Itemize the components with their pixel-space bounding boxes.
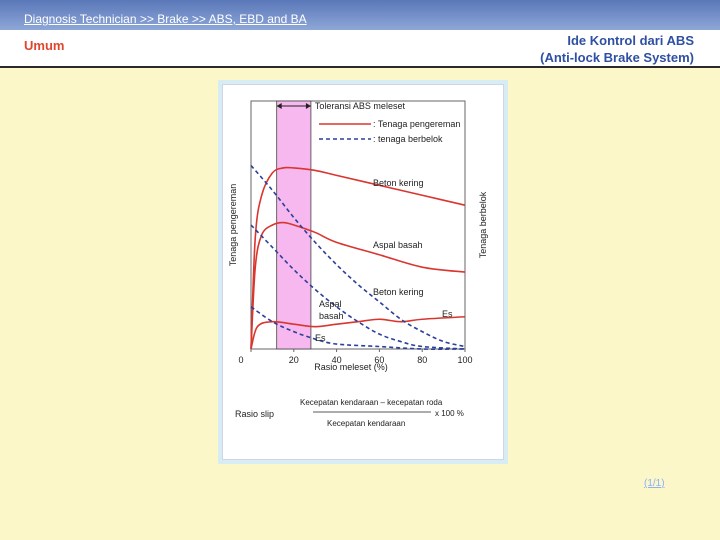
series-braking-beton-kering [250,166,466,350]
formula-numerator: Kecepatan kendaraan – kecepatan roda [300,398,443,407]
label-beton-kering-braking: Beton kering [373,178,424,188]
tolerance-label: Toleransi ABS meleset [315,101,406,111]
x-tick-label: 0 [238,355,243,365]
page-title-line2: (Anti-lock Brake System) [540,50,694,65]
formula-denominator: Kecepatan kendaraan [327,419,405,428]
breadcrumb: Diagnosis Technician >> Brake >> ABS, EB… [0,0,720,30]
label-aspal-basah-cornering-2: basah [319,311,344,321]
breadcrumb-link[interactable]: Diagnosis Technician >> Brake >> ABS, EB… [24,12,307,26]
page-title-line1: Ide Kontrol dari ABS [567,33,694,48]
page-counter-link[interactable]: (1/1) [644,478,665,489]
x-tick-label: 100 [457,355,472,365]
label-aspal-basah-cornering-1: Aspal [319,299,342,309]
label-beton-kering-cornering: Beton kering [373,287,424,297]
label-es-braking: Es [442,309,453,319]
x-axis-label: Rasio meleset (%) [314,362,388,372]
y-axis-left-label: Tenaga pengereman [228,184,238,267]
x-tick-label: 80 [417,355,427,365]
page-title: Ide Kontrol dari ABS (Anti-lock Brake Sy… [540,32,694,66]
y-axis-right-label: Tenaga berbelok [478,191,488,258]
tolerance-arrow-right-head [305,103,311,109]
series-braking-aspal-basah [250,221,466,350]
label-es-cornering: Es [315,333,326,343]
abs-slip-chart-panel: Toleransi ABS meleset : Tenaga pengerema… [222,84,504,460]
series-cornering-beton-kering [250,164,466,348]
x-tick-label: 20 [289,355,299,365]
legend-cornering-label: : tenaga berbelok [373,134,443,144]
x-tick-labels: 0 20 40 60 80 100 [238,349,473,365]
abs-slip-chart: Toleransi ABS meleset : Tenaga pengerema… [228,100,488,428]
label-aspal-basah-braking: Aspal basah [373,240,423,250]
section-label: Umum [24,38,65,53]
series-cornering-es [250,306,466,350]
header-bar: Diagnosis Technician >> Brake >> ABS, EB… [0,0,720,68]
tolerance-arrow-left-head [276,103,282,109]
x-tick-label: 60 [374,355,384,365]
x-tick-label: 40 [332,355,342,365]
legend-braking-label: : Tenaga pengereman [373,119,460,129]
formula-multiplier: x 100 % [435,409,464,418]
series-braking-es [250,315,466,350]
formula-label: Rasio slip [235,409,274,419]
